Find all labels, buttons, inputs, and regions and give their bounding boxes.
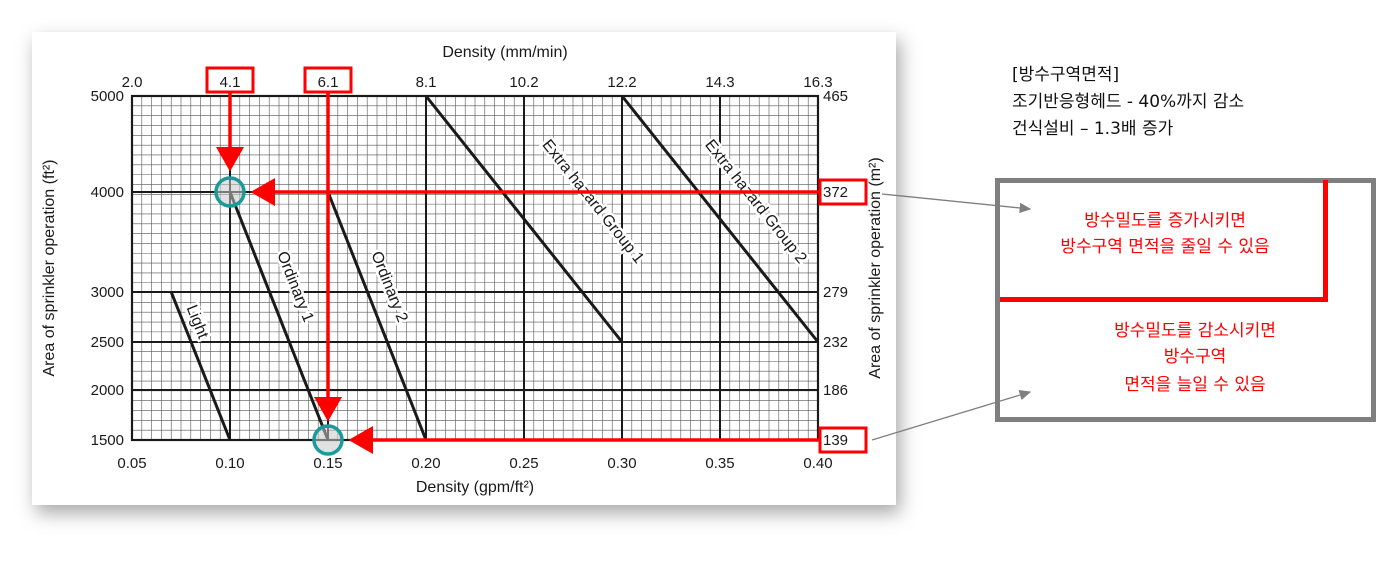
y-left-tick-label: 5000 (91, 88, 124, 105)
series-line-2 (228, 191, 330, 441)
notes-line-1: 조기반응형헤드 - 40%까지 감소 (1012, 92, 1245, 112)
x-top-tick-label: 16.3 (803, 74, 832, 91)
x-bottom-tick-label: 0.15 (313, 455, 342, 472)
x-top-tick-label: 14.3 (705, 74, 734, 91)
y-left-tick-label: 3000 (91, 284, 124, 301)
callout-decrease: 방수밀도를 감소시키면 방수구역 면적을 늘일 수 있음 (1040, 318, 1350, 398)
series-line-5 (620, 95, 820, 343)
y-left-tick-label: 2500 (91, 334, 124, 351)
x-top-tick-label: 6.1 (318, 74, 339, 91)
notes-line-2: 건식설비 – 1.3배 증가 (1012, 119, 1174, 139)
y-left-axis-title: Area of sprinkler operation (ft²) (41, 160, 58, 377)
x-bottom-tick-label: 0.10 (215, 455, 244, 472)
y-right-tick-label: 372 (823, 184, 848, 201)
callout-decrease-line-1: 방수밀도를 감소시키면 (1114, 321, 1276, 341)
callout-increase: 방수밀도를 증가시키면 방수구역 면적을 줄일 수 있음 (1010, 208, 1320, 260)
callout-decrease-line-3: 면적을 늘일 수 있음 (1124, 375, 1266, 395)
y-left-tick-label: 4000 (91, 184, 124, 201)
series-line-4 (424, 95, 624, 343)
y-left-tick-label: 2000 (91, 382, 124, 399)
x-bottom-tick-label: 0.20 (411, 455, 440, 472)
x-bottom-tick-label: 0.40 (803, 455, 832, 472)
callout-red-bracket (1000, 180, 1328, 302)
x-bottom-tick-label: 0.35 (705, 455, 734, 472)
x-top-tick-label: 2.0 (122, 74, 143, 91)
callout-increase-line-1: 방수밀도를 증가시키면 (1084, 211, 1246, 231)
y-right-tick-label: 139 (823, 432, 848, 449)
notes-title: [방수구역면적] (1012, 65, 1120, 85)
y-right-tick-label: 232 (823, 334, 848, 351)
callout-decrease-line-2: 방수구역 (1163, 347, 1227, 367)
x-top-tick-label: 4.1 (220, 74, 241, 91)
callout-increase-line-2: 방수구역 면적을 줄일 수 있음 (1060, 237, 1270, 257)
x-bottom-tick-label: 0.25 (509, 455, 538, 472)
y-right-axis-title: Area of sprinkler operation (m²) (867, 157, 884, 378)
series-label-2: Ordinary 1 (273, 249, 316, 325)
x-top-tick-label: 8.1 (416, 74, 437, 91)
x-bottom-tick-label: 0.05 (117, 455, 146, 472)
x-bottom-tick-label: 0.30 (607, 455, 636, 472)
notes-panel: [방수구역면적] 조기반응형헤드 - 40%까지 감소 건식설비 – 1.3배 … (1012, 62, 1244, 143)
x-bottom-axis-title: Density (gpm/ft²) (416, 479, 534, 496)
series-line-1 (169, 291, 232, 441)
x-top-tick-label: 10.2 (509, 74, 538, 91)
x-top-tick-label: 12.2 (607, 74, 636, 91)
series-label-5: Extra hazard Group 2 (701, 137, 810, 267)
y-right-tick-label: 279 (823, 284, 848, 301)
series-label-3: Ordinary 2 (367, 249, 410, 325)
chart-card: Light Ordinary 1 Ordinary 2 Extra hazard Gr… (32, 32, 896, 505)
intersection-marker-1 (214, 176, 246, 208)
series-line-3 (326, 191, 428, 441)
y-left-tick-label: 1500 (91, 432, 124, 449)
intersection-marker-2 (312, 424, 344, 456)
y-right-tick-label: 465 (823, 88, 848, 105)
y-right-tick-label: 186 (823, 382, 848, 399)
x-top-axis-title: Density (mm/min) (442, 44, 567, 61)
